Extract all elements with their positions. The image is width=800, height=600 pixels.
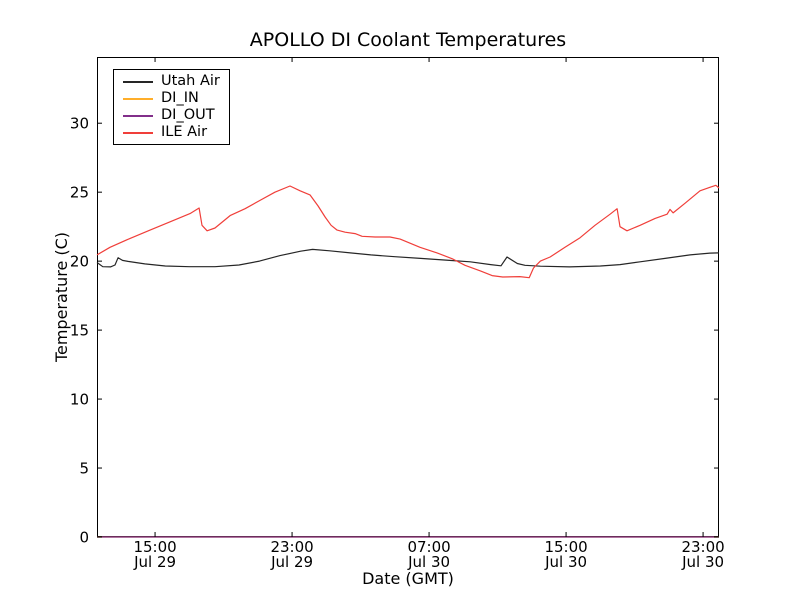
x-tick-label-date: Jul 29 [270, 553, 313, 571]
x-tick-label-date: Jul 30 [407, 553, 450, 571]
x-tick-label-time: 15:00 [133, 538, 176, 556]
y-tick-label: 25 [70, 184, 89, 202]
y-tick-label: 20 [70, 253, 89, 271]
chart-title: APOLLO DI Coolant Temperatures [250, 29, 566, 51]
legend-item-di-out: DI_OUT [114, 107, 229, 124]
series-line-ile-air [96, 184, 720, 279]
legend-item-utah-air: Utah Air [114, 73, 229, 90]
y-tick-label: 5 [79, 460, 89, 478]
legend-line-swatch [123, 97, 153, 100]
x-tick-label-time: 23:00 [270, 538, 313, 556]
series-lines [96, 184, 720, 538]
y-tick-label: 15 [70, 322, 89, 340]
legend-label: DI_OUT [161, 107, 215, 123]
y-axis-label: Temperature (C) [52, 232, 71, 363]
series-line-utah-air [96, 248, 720, 268]
legend-item-di-in: DI_IN [114, 90, 229, 107]
x-tick-label-time: 15:00 [544, 538, 587, 556]
y-tick-label: 10 [70, 391, 89, 409]
x-tick-label-date: Jul 30 [544, 553, 587, 571]
y-tick-label: 30 [70, 115, 89, 133]
legend-line-swatch [123, 131, 153, 134]
legend-item-ile-air: ILE Air [114, 124, 229, 141]
x-tick-label-date: Jul 29 [133, 553, 176, 571]
x-tick-label-date: Jul 30 [681, 553, 724, 571]
legend-line-swatch [123, 80, 153, 83]
legend-label: DI_IN [161, 90, 199, 106]
legend-label: Utah Air [161, 73, 220, 89]
y-tick-label: 0 [79, 529, 89, 547]
legend-line-swatch [123, 114, 153, 117]
x-tick-label-time: 23:00 [681, 538, 724, 556]
x-tick-label-time: 07:00 [407, 538, 450, 556]
x-axis-label: Date (GMT) [362, 569, 454, 588]
legend-label: ILE Air [161, 124, 208, 140]
legend-box: Utah Air DI_IN DI_OUT ILE Air [113, 69, 230, 145]
